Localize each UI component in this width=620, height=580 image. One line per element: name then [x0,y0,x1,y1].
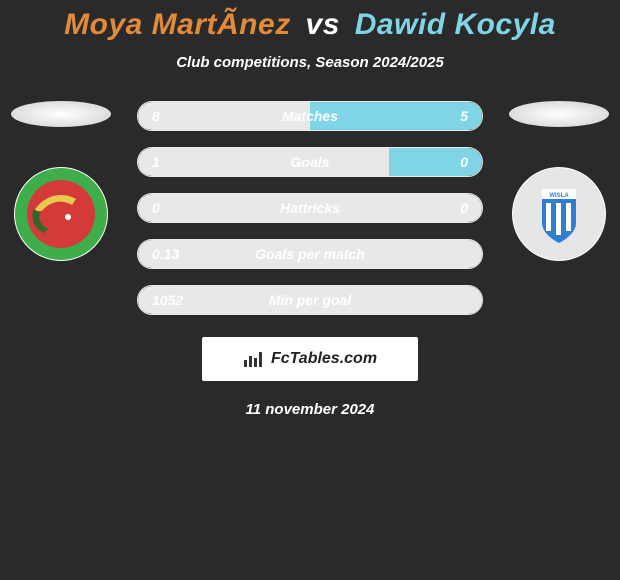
stats-column: 8 Matches 5 1 Goals 0 0 Hattricks 0 0.13 Goals per… [125,101,495,331]
stat-content: 1052 Min per goal [138,286,482,314]
stat-row: 1052 Min per goal [137,285,483,315]
stat-content: 8 Matches 5 [138,102,482,130]
player1-avatar [11,101,111,127]
left-column [6,101,116,261]
stat-left-value: 0.13 [152,246,179,262]
stat-content: 1 Goals 0 [138,148,482,176]
comparison-body: 8 Matches 5 1 Goals 0 0 Hattricks 0 0.13 Goals per… [0,101,620,331]
stat-row: 0.13 Goals per match [137,239,483,269]
stat-right-value: 5 [460,108,468,124]
stat-right-value: 0 [460,200,468,216]
stat-left-value: 1052 [152,292,183,308]
brand-text: FcTables.com [271,350,377,368]
bars-icon [243,350,265,368]
player2-avatar [509,101,609,127]
subtitle: Club competitions, Season 2024/2025 [0,54,620,71]
player1-club-badge [14,167,108,261]
brand-chip[interactable]: FcTables.com [202,337,418,381]
stat-row: 1 Goals 0 [137,147,483,177]
player1-name: Moya MartÃ­nez [64,8,291,41]
stat-label: Goals per match [255,246,365,262]
stat-label: Goals [291,154,330,170]
club-badge-right-icon: WISLA [512,167,606,261]
svg-text:WISLA: WISLA [549,193,569,199]
stat-left-value: 8 [152,108,160,124]
player2-name: Dawid Kocyla [355,8,556,41]
vs-text: vs [306,8,340,41]
stat-label: Min per goal [269,292,351,308]
date-text: 11 november 2024 [0,401,620,418]
stat-right-value: 0 [460,154,468,170]
comparison-title: Moya MartÃ­nez vs Dawid Kocyla [0,0,620,42]
stat-label: Matches [282,108,338,124]
stat-left-value: 0 [152,200,160,216]
club-badge-left-icon [14,167,108,261]
stat-row: 0 Hattricks 0 [137,193,483,223]
stat-label: Hattricks [280,200,340,216]
player2-club-badge: WISLA [512,167,606,261]
right-column: WISLA [504,101,614,261]
stat-content: 0.13 Goals per match [138,240,482,268]
stat-content: 0 Hattricks 0 [138,194,482,222]
stat-row: 8 Matches 5 [137,101,483,131]
stat-left-value: 1 [152,154,160,170]
